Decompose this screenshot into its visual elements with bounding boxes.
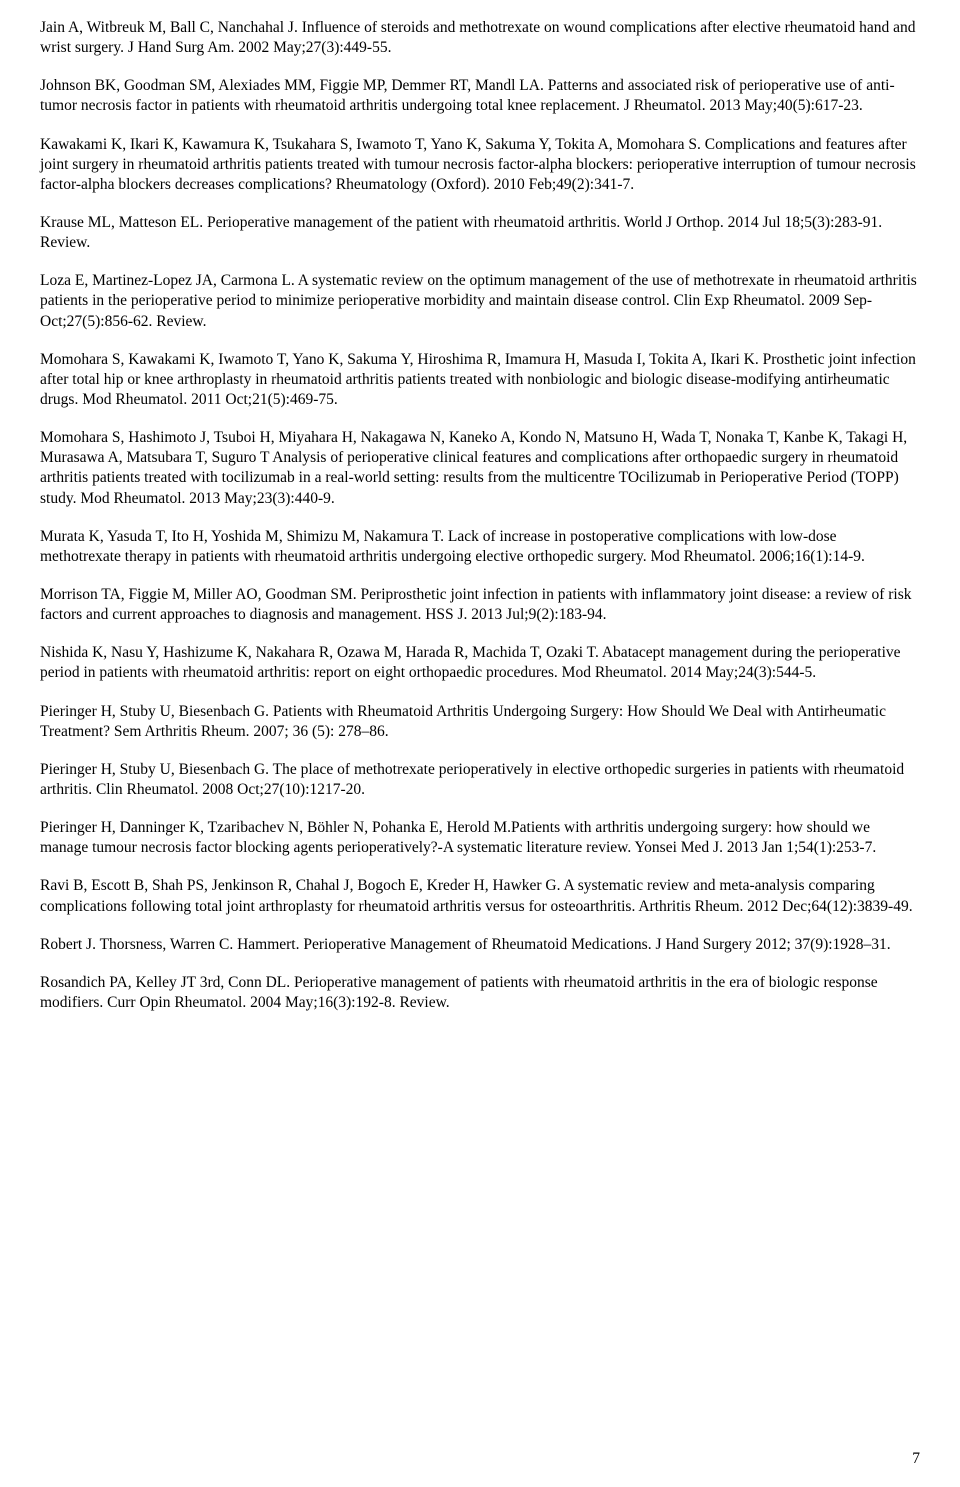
reference-item: Murata K, Yasuda T, Ito H, Yoshida M, Sh… [40, 527, 920, 567]
reference-item: Morrison TA, Figgie M, Miller AO, Goodma… [40, 585, 920, 625]
reference-item: Loza E, Martinez-Lopez JA, Carmona L. A … [40, 271, 920, 331]
reference-item: Krause ML, Matteson EL. Perioperative ma… [40, 213, 920, 253]
reference-item: Momohara S, Hashimoto J, Tsuboi H, Miyah… [40, 428, 920, 509]
reference-item: Jain A, Witbreuk M, Ball C, Nanchahal J.… [40, 18, 920, 58]
reference-item: Pieringer H, Stuby U, Biesenbach G. Pati… [40, 702, 920, 742]
reference-item: Johnson BK, Goodman SM, Alexiades MM, Fi… [40, 76, 920, 116]
reference-item: Pieringer H, Danninger K, Tzaribachev N,… [40, 818, 920, 858]
reference-item: Pieringer H, Stuby U, Biesenbach G. The … [40, 760, 920, 800]
reference-item: Momohara S, Kawakami K, Iwamoto T, Yano … [40, 350, 920, 410]
page-number: 7 [912, 1449, 920, 1469]
reference-item: Nishida K, Nasu Y, Hashizume K, Nakahara… [40, 643, 920, 683]
reference-item: Rosandich PA, Kelley JT 3rd, Conn DL. Pe… [40, 973, 920, 1013]
references-list: Jain A, Witbreuk M, Ball C, Nanchahal J.… [40, 18, 920, 1013]
reference-item: Ravi B, Escott B, Shah PS, Jenkinson R, … [40, 876, 920, 916]
reference-item: Robert J. Thorsness, Warren C. Hammert. … [40, 935, 920, 955]
reference-item: Kawakami K, Ikari K, Kawamura K, Tsukaha… [40, 135, 920, 195]
